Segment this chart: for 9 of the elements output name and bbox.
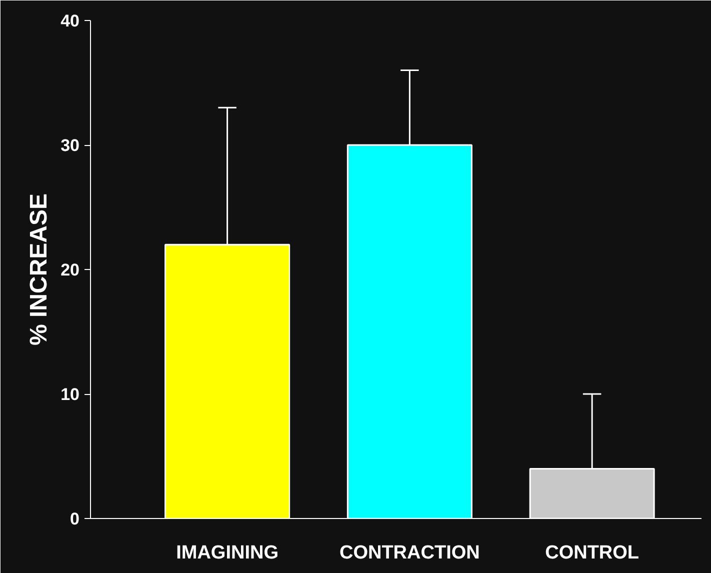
x-tick-label: IMAGINING	[176, 542, 278, 564]
x-tick-label: CONTRACTION	[339, 542, 480, 564]
x-tick-label: CONTROL	[545, 542, 640, 564]
y-tick-label: 10	[60, 385, 80, 404]
y-tick-label: 30	[60, 136, 80, 155]
y-axis-title: % INCREASE	[26, 193, 53, 346]
y-tick-label: 40	[60, 12, 80, 30]
y-tick-label: 20	[60, 260, 80, 280]
y-tick-label: 0	[70, 510, 80, 528]
